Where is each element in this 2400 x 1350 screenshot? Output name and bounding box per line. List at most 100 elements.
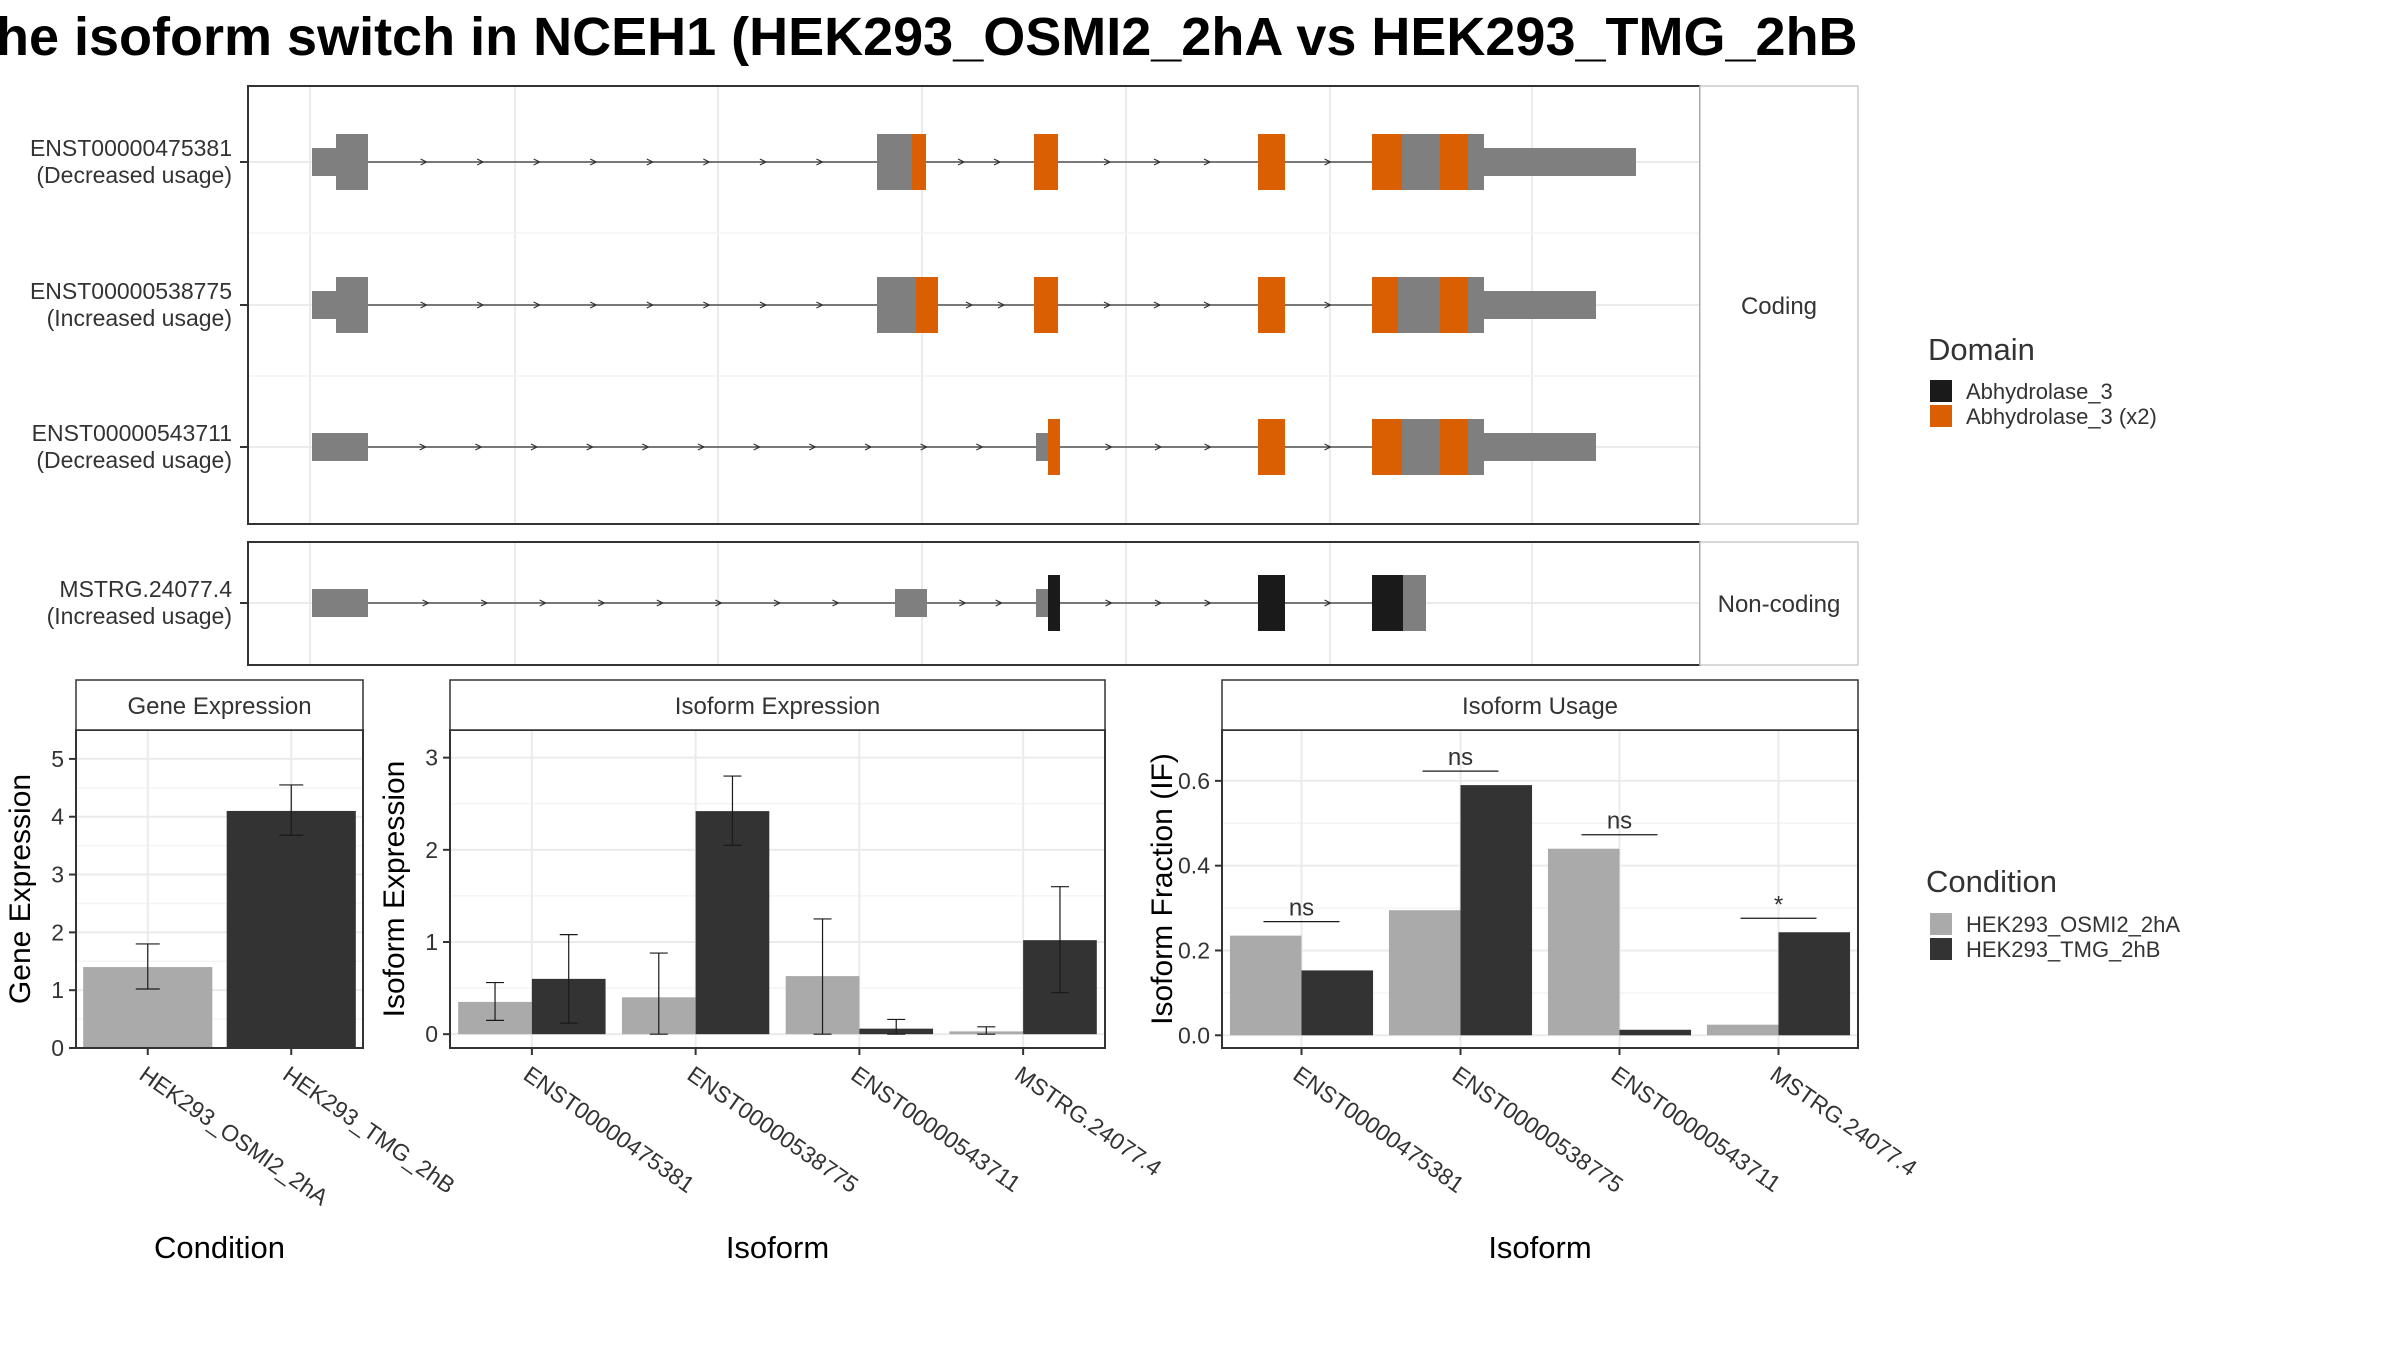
utr-exon <box>1036 589 1048 617</box>
intron-arrow <box>476 158 485 166</box>
intron-arrow <box>480 599 489 607</box>
y-tick-label: 3 <box>425 745 438 771</box>
intron-arrow <box>1105 443 1113 451</box>
intron-arrow <box>586 443 595 451</box>
x-tick-label: ENST00000475381 <box>1289 1061 1469 1198</box>
group-label-coding: Coding <box>1741 293 1817 320</box>
y-tick-label: 0.0 <box>1178 1022 1210 1048</box>
intron-arrow <box>530 443 539 451</box>
utr-exon <box>1484 148 1636 176</box>
transcript-id-label: ENST00000543711 <box>32 420 232 446</box>
y-tick-label: 0.2 <box>1178 937 1210 963</box>
intron-arrow <box>1203 301 1212 309</box>
coding-exon <box>336 277 368 333</box>
bar <box>1619 1029 1692 1036</box>
intron-arrow <box>759 301 768 309</box>
intron-arrow <box>589 301 598 309</box>
x-axis-title: Isoform <box>726 1230 829 1265</box>
intron-arrow <box>422 599 430 607</box>
y-tick-label: 1 <box>425 929 438 955</box>
intron-arrow <box>539 599 548 607</box>
intron-arrow <box>976 443 984 451</box>
intron-arrow <box>1324 301 1332 309</box>
x-tick-label: MSTRG.24077.4 <box>1766 1061 1922 1181</box>
y-tick-label: 3 <box>51 862 64 888</box>
domain-exon <box>1258 277 1285 333</box>
intron-arrow <box>646 301 655 309</box>
coding-exon <box>336 134 368 190</box>
condition-legend-title: Condition <box>1926 864 2057 899</box>
utr-exon <box>312 291 336 319</box>
significance-label: * <box>1774 891 1783 918</box>
coding-exon <box>1468 134 1484 190</box>
y-tick-label: 0.4 <box>1178 853 1210 879</box>
y-tick-label: 2 <box>51 919 64 945</box>
transcript-id-label: MSTRG.24077.4 <box>59 576 232 602</box>
facet-strip <box>1221 679 1859 731</box>
bar <box>1460 785 1533 1036</box>
coding-exon <box>1402 419 1440 475</box>
x-tick-label: ENST00000538775 <box>1448 1061 1628 1198</box>
transcript-id-label: ENST00000475381 <box>30 135 232 161</box>
coding-exon <box>1402 134 1440 190</box>
coding-exon <box>1398 277 1440 333</box>
intron-arrow <box>753 443 762 451</box>
y-tick-label: 5 <box>51 746 64 772</box>
intron-arrow <box>1105 599 1113 607</box>
utr-exon <box>1484 291 1596 319</box>
intron-arrow <box>1154 443 1163 451</box>
intron-arrow <box>1324 599 1332 607</box>
intron-arrow <box>533 158 542 166</box>
y-axis-title: Isoform Expression <box>378 761 411 1018</box>
domain-exon <box>1258 419 1285 475</box>
domain-exon <box>1048 575 1060 631</box>
bar <box>1388 910 1461 1036</box>
transcript-usage-label: (Decreased usage) <box>36 162 232 188</box>
transcript-id-label: ENST00000538775 <box>30 278 232 304</box>
intron-arrow <box>1153 158 1162 166</box>
transcript-usage-label: (Increased usage) <box>47 305 232 331</box>
domain-exon <box>1440 277 1468 333</box>
coding-exon <box>1468 277 1484 333</box>
domain-exon <box>1048 419 1060 475</box>
x-tick-label: ENST00000538775 <box>683 1061 863 1198</box>
domain-exon <box>916 277 938 333</box>
noncoding-strip <box>1699 541 1859 666</box>
significance-label: ns <box>1289 895 1314 922</box>
intron-arrow <box>773 599 782 607</box>
domain-exon <box>1034 134 1058 190</box>
domain-legend-label: Abhydrolase_3 (x2) <box>1966 404 2157 429</box>
bar <box>1547 848 1620 1036</box>
intron-arrow <box>1154 599 1163 607</box>
y-axis-title: Gene Expression <box>4 774 37 1004</box>
facet-strip-label: Gene Expression <box>127 693 311 720</box>
y-tick-label: 0 <box>51 1035 64 1061</box>
x-axis-title: Isoform <box>1488 1230 1591 1265</box>
intron-arrow <box>1103 301 1112 309</box>
coding-exon <box>877 134 912 190</box>
domain-exon <box>1258 134 1285 190</box>
intron-arrow <box>959 599 967 607</box>
domain-exon <box>1034 277 1058 333</box>
bar <box>1706 1024 1779 1036</box>
figure-title: he isoform switch in NCEH1 (HEK293_OSMI2… <box>0 7 1858 67</box>
x-tick-label: ENST00000475381 <box>519 1061 699 1198</box>
intron-arrow <box>816 301 824 309</box>
intron-arrow <box>1324 158 1332 166</box>
transcript-usage-label: (Decreased usage) <box>36 447 232 473</box>
condition-legend-key <box>1930 938 1952 960</box>
intron-arrow <box>1153 301 1162 309</box>
domain-exon <box>1440 134 1468 190</box>
coding-exon <box>1403 575 1426 631</box>
condition-legend-label: HEK293_TMG_2hB <box>1966 937 2160 962</box>
x-tick-label: ENST00000543711 <box>1607 1061 1786 1197</box>
intron-arrow <box>993 158 1002 166</box>
y-tick-label: 0.6 <box>1178 768 1210 794</box>
bar <box>226 810 356 1048</box>
intron-arrow <box>715 599 723 607</box>
group-label-noncoding: Non-coding <box>1718 591 1841 618</box>
intron-arrow <box>965 301 974 309</box>
intron-arrow <box>1204 599 1212 607</box>
y-tick-label: 4 <box>51 804 64 830</box>
facet-strip <box>449 679 1106 731</box>
